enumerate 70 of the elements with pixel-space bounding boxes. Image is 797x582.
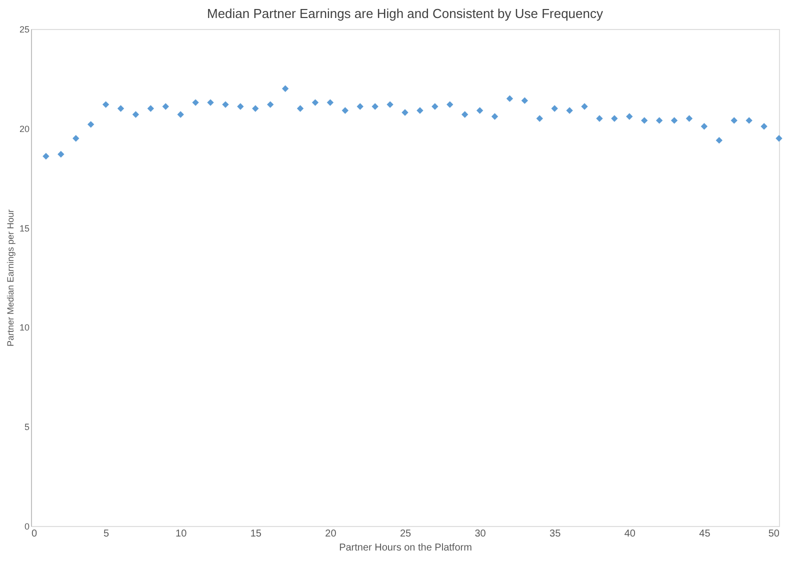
- point: [760, 123, 768, 130]
- point: [267, 101, 274, 108]
- point: [686, 115, 693, 122]
- point: [372, 103, 378, 110]
- point: [147, 105, 154, 112]
- chart-title: Median Partner Earnings are High and Consistent by Use Frequency: [207, 6, 604, 21]
- y-tick-label: 10: [19, 322, 30, 333]
- point: [402, 109, 408, 116]
- point: [58, 150, 64, 158]
- x-tick-label: 5: [104, 528, 110, 540]
- point: [237, 103, 244, 110]
- point: [117, 105, 124, 112]
- x-tick-label: 0: [32, 528, 38, 540]
- point: [596, 115, 603, 122]
- point: [72, 134, 80, 142]
- point: [506, 95, 514, 102]
- point: [132, 111, 140, 118]
- point: [252, 105, 259, 112]
- point: [461, 111, 468, 118]
- x-tick-label: 50: [768, 528, 780, 540]
- x-tick-label: 10: [176, 528, 188, 540]
- point: [177, 111, 184, 118]
- point: [446, 101, 454, 108]
- point: [102, 101, 110, 108]
- y-tick-label: 0: [24, 522, 30, 532]
- point: [551, 105, 558, 112]
- y-tick-label: 20: [19, 124, 30, 134]
- point: [746, 117, 752, 124]
- x-tick-label: 40: [624, 528, 636, 540]
- point: [566, 107, 573, 114]
- point: [700, 123, 708, 130]
- point: [716, 136, 723, 144]
- point: [192, 99, 199, 106]
- point: [416, 107, 424, 114]
- point: [626, 113, 633, 120]
- y-tick-label: 25: [19, 24, 30, 34]
- x-axis-title: Partner Hours on the Platform: [339, 542, 472, 554]
- point: [521, 97, 528, 104]
- x-tick-label: 35: [550, 528, 562, 540]
- point: [222, 101, 229, 108]
- point: [776, 134, 782, 142]
- point: [87, 121, 94, 128]
- point: [581, 103, 588, 110]
- point: [611, 115, 618, 122]
- point: [342, 107, 349, 114]
- point: [670, 117, 678, 124]
- x-tick-label: 45: [699, 528, 711, 540]
- x-tick-label: 15: [250, 528, 262, 540]
- y-tick-label: 15: [19, 223, 30, 234]
- point: [42, 152, 50, 160]
- point: [312, 99, 319, 106]
- point: [641, 117, 648, 124]
- x-tick-label: 25: [400, 528, 412, 540]
- point: [386, 101, 394, 108]
- point: [491, 113, 498, 120]
- y-axis-title: Partner Median Earnings per Hour: [5, 209, 16, 347]
- point: [207, 99, 214, 106]
- point: [476, 107, 484, 114]
- x-tick-label: 30: [474, 528, 486, 540]
- y-tick-label: 5: [24, 422, 30, 432]
- point: [162, 103, 169, 110]
- point: [326, 99, 334, 106]
- point: [296, 105, 304, 112]
- point: [656, 117, 663, 124]
- point: [730, 117, 738, 124]
- point: [432, 103, 438, 110]
- point: [282, 85, 289, 92]
- point: [356, 103, 364, 110]
- point: [536, 115, 543, 122]
- x-tick-label: 20: [325, 528, 337, 540]
